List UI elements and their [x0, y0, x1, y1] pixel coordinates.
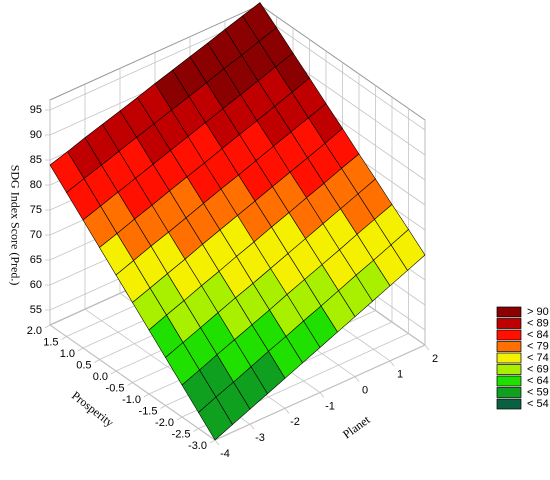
y-axis-title: Prosperity [69, 388, 117, 429]
y-tick [193, 428, 199, 432]
y-tick [61, 336, 67, 340]
y-tick [110, 370, 117, 375]
legend-label: < 84 [527, 329, 549, 341]
legend-swatch [496, 375, 522, 387]
z-tick-label: 65 [30, 254, 42, 266]
y-tick-label: 0.0 [93, 371, 108, 383]
x-tick [214, 439, 220, 446]
surface-cell [198, 396, 233, 441]
legend-label: < 89 [527, 317, 549, 329]
surface [49, 2, 426, 441]
x-tick-label: 0 [362, 385, 368, 397]
z-tick-label: 75 [30, 204, 42, 216]
legend-swatch [496, 398, 522, 410]
y-tick [127, 382, 133, 386]
x-tick-label: -3 [255, 432, 265, 444]
z-tick-label: 80 [30, 179, 42, 191]
x-tick [389, 360, 395, 367]
y-tick-label: 2.0 [27, 325, 42, 337]
legend-swatch [496, 387, 522, 398]
z-axis-title: SDG Index Score (Pred.) [8, 165, 22, 286]
legend-label: < 74 [527, 352, 549, 364]
y-tick [143, 393, 150, 398]
legend-label: < 64 [527, 375, 549, 387]
legend-label: < 69 [527, 363, 549, 375]
y-tick [77, 347, 84, 352]
y-tick-label: -2.5 [172, 428, 191, 440]
legend-swatch [496, 352, 522, 364]
legend-label: < 59 [527, 386, 549, 398]
y-tick [160, 405, 166, 409]
z-tick-label: 55 [30, 304, 42, 316]
x-tick-label: -1 [325, 400, 335, 412]
x-tick-label: -2 [290, 416, 300, 428]
y-tick-label: -2.0 [155, 417, 174, 429]
x-tick-label: 2 [432, 353, 438, 365]
x-tick [249, 423, 255, 430]
y-tick-label: -0.5 [106, 382, 125, 394]
x-tick [354, 376, 360, 382]
legend-label: < 79 [527, 340, 549, 352]
x-tick-label: 1 [397, 369, 403, 381]
x-tick [284, 408, 290, 414]
y-tick [44, 324, 51, 329]
x-tick [424, 344, 430, 351]
y-tick-label: 0.5 [76, 359, 91, 371]
y-tick [209, 439, 216, 444]
z-tick-label: 95 [30, 104, 42, 116]
x-tick-label: -4 [220, 448, 230, 460]
x-axis-title: Planet [340, 412, 373, 441]
y-tick-label: -1.5 [139, 405, 158, 417]
legend-swatch [496, 318, 522, 329]
legend-swatch [496, 364, 522, 375]
y-tick-label: 1.0 [60, 348, 75, 360]
legend-label: < 54 [527, 398, 549, 410]
z-tick-label: 85 [30, 154, 42, 166]
y-tick-label: 1.5 [43, 336, 58, 348]
y-tick [94, 359, 100, 363]
z-tick-label: 60 [30, 279, 42, 291]
z-tick-label: 90 [30, 129, 42, 141]
legend-swatch [496, 329, 522, 341]
y-tick [176, 416, 183, 421]
y-tick-label: -1.0 [122, 394, 141, 406]
x-tick [319, 392, 325, 398]
y-tick-label: -3.0 [188, 440, 207, 452]
legend-swatch [496, 341, 522, 352]
z-tick-label: 70 [30, 229, 42, 241]
legend-swatch [496, 306, 522, 318]
legend-label: > 90 [527, 306, 549, 318]
